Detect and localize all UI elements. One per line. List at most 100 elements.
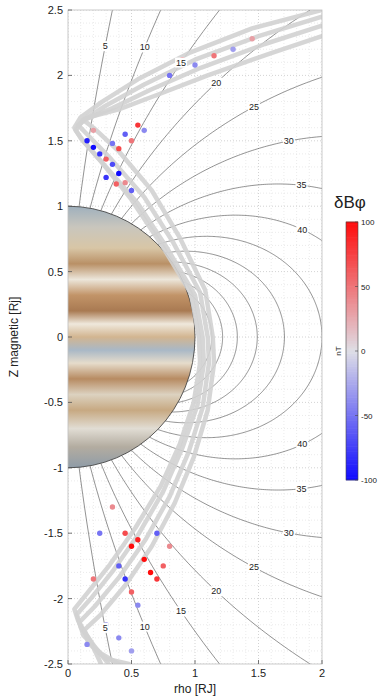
perturbation-point	[167, 73, 172, 78]
perturbation-point	[84, 642, 89, 647]
perturbation-point	[148, 570, 153, 575]
perturbation-point	[211, 53, 216, 58]
perturbation-point	[135, 602, 140, 607]
field-line-label: 40	[297, 225, 307, 235]
perturbation-point	[129, 589, 134, 594]
field-line	[158, 236, 322, 437]
perturbation-point	[135, 537, 140, 542]
perturbation-point	[129, 544, 134, 549]
y-tick	[68, 75, 72, 76]
plot-frame	[68, 10, 322, 664]
grid-line	[68, 598, 322, 599]
perturbation-point	[91, 128, 96, 133]
x-tick-label: 0	[65, 667, 71, 679]
colorbar-tick	[355, 351, 358, 352]
y-tick-label: 2.5	[48, 4, 63, 16]
grid-line	[68, 75, 322, 76]
field-line	[141, 184, 322, 490]
perturbation-point	[116, 171, 121, 176]
perturbation-point	[142, 128, 147, 133]
y-tick	[68, 206, 72, 207]
field-line-label: 25	[249, 102, 259, 112]
colorbar-label: nT	[334, 346, 343, 355]
colorbar-tick	[355, 415, 358, 416]
perturbation-point	[122, 180, 127, 185]
minor-grid-line	[68, 507, 322, 508]
field-line-label: 5	[103, 623, 108, 633]
minor-grid-line	[68, 585, 322, 586]
perturbation-point	[103, 156, 108, 161]
grid-line	[68, 467, 322, 468]
minor-grid-line	[271, 10, 272, 664]
field-line-label: 5	[103, 41, 108, 51]
y-tick	[68, 598, 72, 599]
perturbation-point	[129, 188, 134, 193]
plot-area	[68, 10, 322, 664]
colorbar-tick-label: 50	[361, 283, 370, 292]
y-tick-label: 1.5	[48, 135, 63, 147]
field-line-label: 20	[211, 78, 221, 88]
field-line-label: 35	[297, 180, 307, 190]
y-tick-label: 0.5	[48, 266, 63, 278]
y-tick	[68, 10, 72, 11]
y-tick	[68, 271, 72, 272]
field-line-label: 15	[176, 606, 186, 616]
trajectory	[74, 10, 322, 664]
y-axis-title: Z magnetic [Rj]	[7, 297, 21, 378]
x-tick-label: 2	[319, 667, 325, 679]
colorbar-frame	[346, 222, 358, 480]
colorbar-tick-label: -100	[361, 476, 378, 485]
field-line-label: 20	[211, 586, 221, 596]
perturbation-point	[161, 563, 166, 568]
axes: 00.511.52-2.5-2-1.5-1-0.500.511.522.5rho…	[7, 4, 325, 696]
field-line-label: 10	[140, 622, 150, 632]
x-axis-title: rho [RJ]	[174, 682, 216, 696]
field-line	[111, 10, 322, 664]
minor-grid-line	[68, 546, 322, 547]
field-line-label: 40	[297, 439, 307, 449]
x-tick-label: 1.5	[251, 667, 266, 679]
y-tick-label: -1.5	[44, 527, 63, 539]
field-line-label: 30	[284, 136, 294, 146]
label-background	[296, 225, 308, 235]
x-tick-label: 0.5	[124, 667, 139, 679]
perturbation-point	[116, 635, 121, 640]
perturbation-point	[154, 531, 159, 536]
trajectories	[74, 10, 322, 664]
perturbation-point	[249, 36, 254, 41]
grid-line	[68, 206, 322, 207]
perturbation-point	[167, 544, 172, 549]
perturbation-point	[110, 504, 115, 509]
label-background	[210, 78, 222, 88]
y-tick-label: 0	[57, 331, 63, 343]
field-line-label: 35	[297, 484, 307, 494]
perturbation-point	[103, 175, 108, 180]
perturbation-point	[91, 145, 96, 150]
y-tick-label: 1	[57, 200, 63, 212]
colorbar-tick-label: 100	[361, 218, 375, 227]
label-background	[102, 41, 109, 51]
label-background	[248, 102, 260, 112]
perturbation-point	[154, 576, 159, 581]
field-line	[122, 55, 322, 619]
perturbation-point	[116, 146, 121, 151]
label-background	[175, 606, 187, 616]
minor-grid-line	[68, 650, 322, 651]
label-background	[296, 484, 308, 494]
trajectory	[78, 26, 322, 664]
perturbation-point	[129, 138, 134, 143]
colorbar-tick	[355, 222, 358, 223]
y-tick-label: -1	[53, 462, 63, 474]
y-tick-label: -2	[53, 593, 63, 605]
label-background	[102, 623, 109, 633]
y-tick	[68, 467, 72, 468]
perturbation-point	[122, 531, 127, 536]
label-background	[283, 528, 295, 538]
y-tick-label: -2.5	[44, 658, 63, 670]
y-tick-label: 2	[57, 69, 63, 81]
perturbation-point	[84, 138, 89, 143]
trajectory	[83, 36, 322, 664]
perturbation-point	[110, 141, 115, 146]
y-tick-label: -0.5	[44, 396, 63, 408]
perturbation-point	[142, 557, 147, 562]
